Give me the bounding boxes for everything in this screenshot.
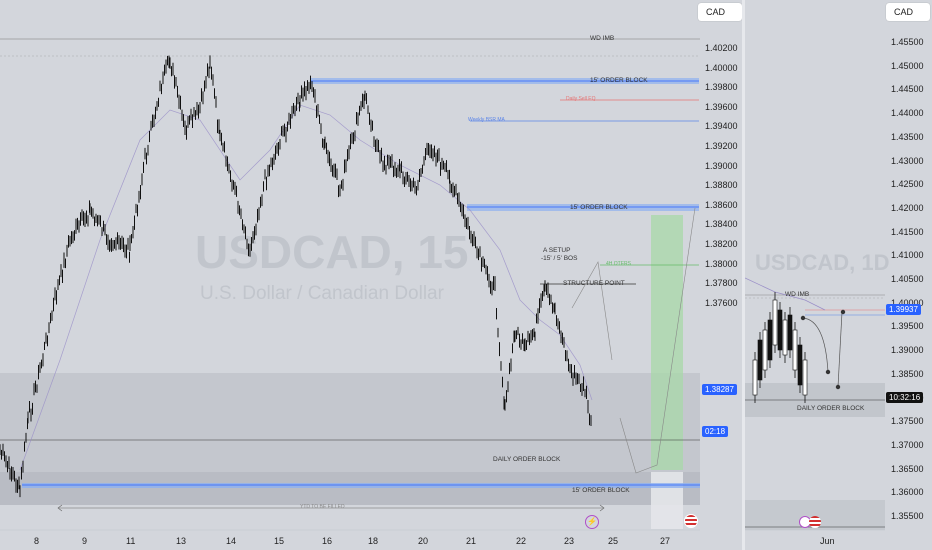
price-axis-tick: 1.39000 xyxy=(705,160,738,171)
price-axis-right-tick: 1.38500 xyxy=(891,368,924,379)
daily-order-block-label-right: DAILY ORDER BLOCK xyxy=(797,405,865,412)
daily-sell-label: Daily Sell EQ xyxy=(566,96,596,102)
price-tag-right: 1.39937 xyxy=(886,304,921,315)
price-axis-right-tick: 1.45500 xyxy=(891,37,924,47)
time-axis-tick: 13 xyxy=(176,536,187,546)
order-block-top-label: 15' ORDER BLOCK xyxy=(590,77,648,84)
price-candles xyxy=(0,55,592,498)
structure-point-label: STRUCTURE POINT xyxy=(563,280,625,287)
order-block-mid-zone xyxy=(467,204,699,211)
order-block-mid-label: 15' ORDER BLOCK xyxy=(570,204,628,211)
time-axis-tick: 11 xyxy=(126,536,136,546)
price-axis-tick: 1.39600 xyxy=(705,101,738,112)
price-axis-right-tick: 1.39500 xyxy=(891,321,924,332)
secondary-chart-pane[interactable]: USDCAD, 1D WD IMB DAILY ORDER BLOCK CAD … xyxy=(745,0,932,550)
range-label: YTD TO BE FILLED xyxy=(300,504,345,510)
candle-body xyxy=(802,359,808,396)
price-axis-tick: 1.38800 xyxy=(705,180,738,191)
projection-path-2 xyxy=(619,207,696,474)
price-axis-right-tick: 1.40000 xyxy=(891,297,924,308)
price-tag: 1.38287 xyxy=(702,384,737,395)
price-axis-right-tick: 1.39000 xyxy=(891,345,924,356)
time-axis-tick: 15 xyxy=(274,536,285,546)
price-axis-tick: 1.40200 xyxy=(705,43,738,53)
price-axis-tick: 1.38600 xyxy=(705,199,738,210)
time-axis-tick: 8 xyxy=(34,536,40,546)
green-projection-zone xyxy=(651,215,683,470)
price-axis-tick: 1.38000 xyxy=(705,258,738,269)
time-axis-tick: 20 xyxy=(418,536,429,546)
gray-projection-zone xyxy=(651,472,683,529)
main-chart-svg xyxy=(0,38,700,531)
price-axis-right-tick: 1.42500 xyxy=(891,179,924,190)
time-axis-tick: 22 xyxy=(516,536,527,546)
time-axis-tick: 21 xyxy=(466,536,477,546)
price-axis-right-tick: 1.36000 xyxy=(891,487,924,498)
pane-separator[interactable] xyxy=(742,0,745,550)
projection-path-1 xyxy=(571,261,613,361)
us-flag-icon[interactable] xyxy=(685,515,697,527)
candle-body xyxy=(772,299,778,346)
countdown-tag: 02:18 xyxy=(702,426,729,437)
candle-body xyxy=(762,329,768,371)
main-chart-pane[interactable]: USDCAD, 15 U.S. Dollar / Canadian Dollar xyxy=(0,0,742,550)
price-axis-right-tick: 1.42000 xyxy=(891,202,924,213)
candle-body xyxy=(782,319,788,356)
time-axis-tick: 16 xyxy=(322,536,333,546)
target-label: 4H OTERS xyxy=(606,261,632,267)
price-axis-tick: 1.39400 xyxy=(705,121,738,132)
candle-body xyxy=(767,319,773,361)
price-axis-tick: 1.38400 xyxy=(705,219,738,230)
daily-order-block-label: DAILY ORDER BLOCK xyxy=(493,456,561,463)
price-axis-right-tick: 1.36500 xyxy=(891,463,924,474)
candle-body xyxy=(777,309,783,351)
price-axis-right-tick: 1.41500 xyxy=(891,226,924,237)
candle-body xyxy=(797,344,803,386)
currency-button-right[interactable]: CAD xyxy=(886,3,930,21)
setup-line2: -15' / 5' BOS xyxy=(541,255,578,262)
wd-imb-label-right: WD IMB xyxy=(785,291,810,298)
time-axis-right-tick: Jun xyxy=(820,536,835,546)
price-axis-tick: 1.39800 xyxy=(705,82,738,93)
wd-imb-label: WD IMB xyxy=(590,35,615,42)
price-axis-tick: 1.38200 xyxy=(705,239,738,249)
order-block-bottom-zone xyxy=(22,483,700,488)
price-axis-right-tick: 1.44000 xyxy=(891,108,924,119)
currency-button[interactable]: CAD xyxy=(698,3,742,21)
flag-icons[interactable] xyxy=(799,516,825,528)
price-axis-right-tick: 1.45000 xyxy=(891,60,924,71)
price-candles-right xyxy=(752,292,808,403)
time-axis-tick: 18 xyxy=(368,536,379,546)
daily-order-block-lower-zone xyxy=(0,472,700,505)
price-axis-tick: 1.37600 xyxy=(705,297,738,308)
time-axis-tick: 9 xyxy=(82,536,88,546)
candle-body xyxy=(757,339,763,381)
time-axis-tick: 27 xyxy=(660,536,671,546)
candle-body xyxy=(792,329,798,371)
price-axis-right-tick: 1.40500 xyxy=(891,274,924,284)
price-axis-right-tick: 1.43500 xyxy=(891,131,924,142)
price-axis-right-tick: 1.37000 xyxy=(891,439,924,450)
candle-body xyxy=(787,314,793,351)
price-axis-tick: 1.40000 xyxy=(705,62,738,73)
setup-line1: A SETUP xyxy=(543,247,571,254)
price-axis-tick: 1.39200 xyxy=(705,141,738,151)
price-axis-right-tick: 1.35500 xyxy=(891,511,924,521)
order-block-bottom-label: 15' ORDER BLOCK xyxy=(572,487,630,494)
lightning-icon[interactable]: ⚡ xyxy=(585,515,599,529)
us-flag-icon-right[interactable] xyxy=(809,516,821,528)
price-axis-right-tick: 1.43000 xyxy=(891,155,924,166)
candle-body xyxy=(752,359,758,396)
price-axis-right-tick: 1.44500 xyxy=(891,84,924,95)
weekly-label: Weekly BSR MA xyxy=(468,117,505,123)
price-axis-right-tick: 1.37500 xyxy=(891,416,924,427)
price-axis-right-tick: 1.41000 xyxy=(891,250,924,261)
time-axis-tick: 14 xyxy=(226,536,237,546)
time-axis-tick: 25 xyxy=(608,536,619,546)
price-axis-tick: 1.37800 xyxy=(705,278,738,289)
time-axis-tick: 23 xyxy=(564,536,575,546)
countdown-tag-right: 10:32:16 xyxy=(886,392,924,403)
